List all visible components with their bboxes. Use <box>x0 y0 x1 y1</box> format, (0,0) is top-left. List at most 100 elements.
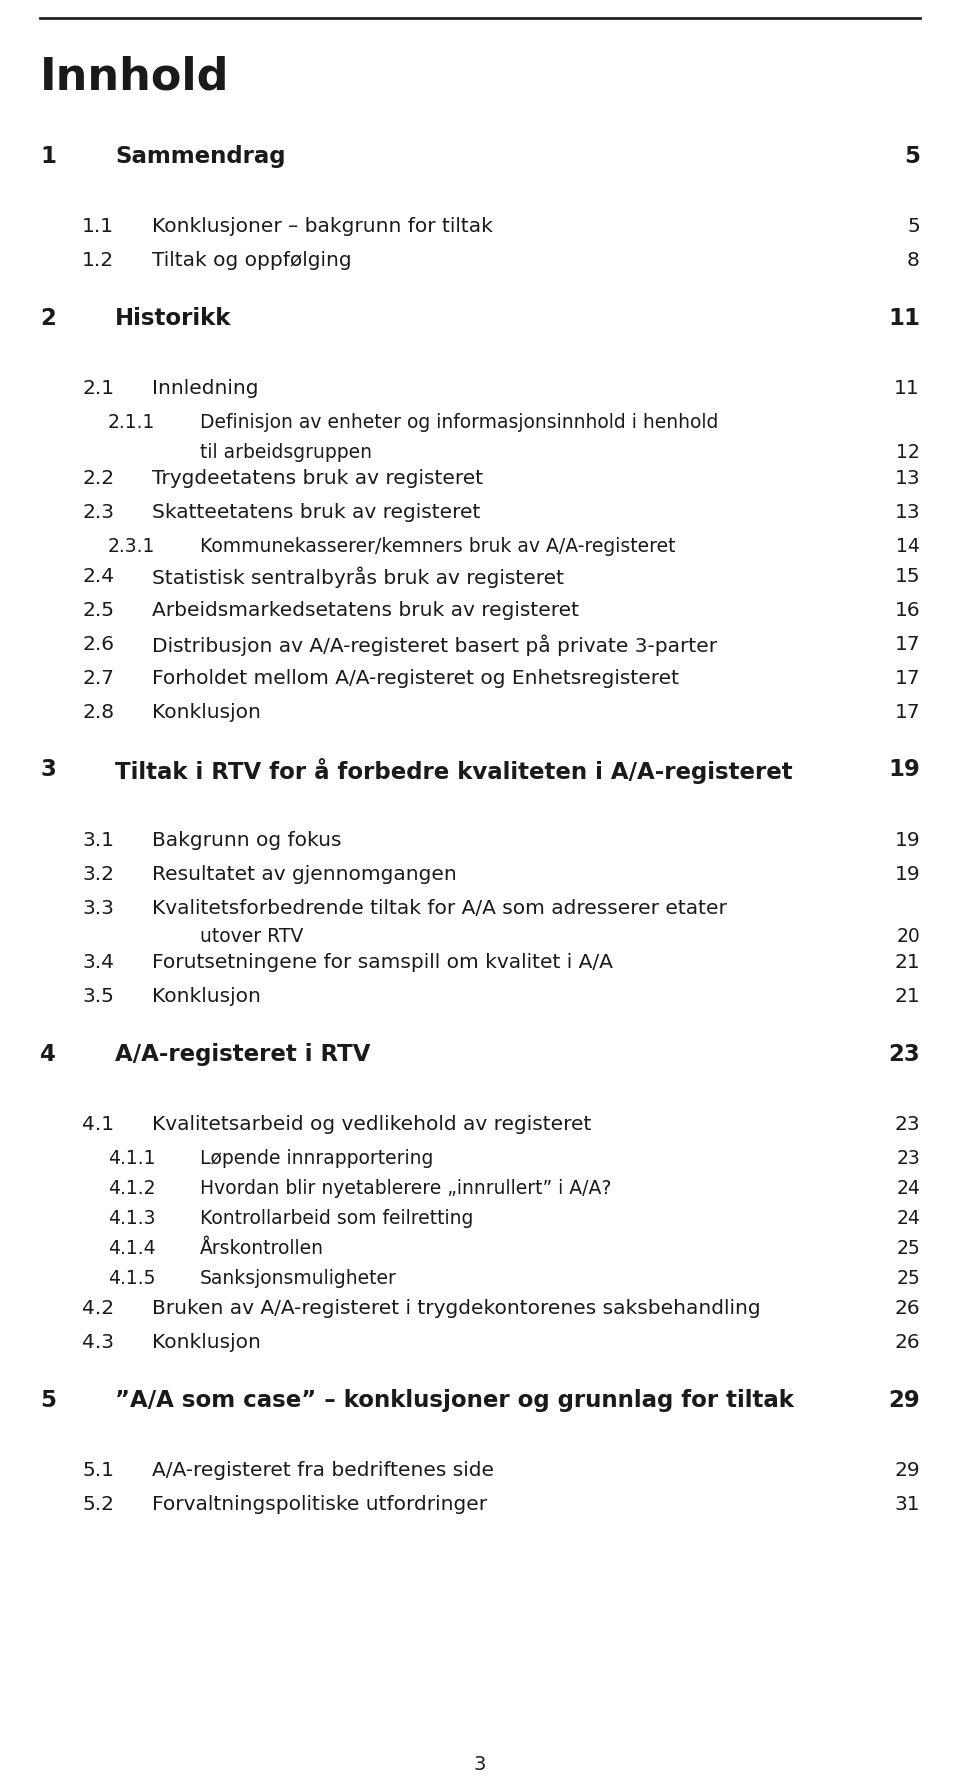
Text: Konklusjon: Konklusjon <box>152 987 261 1007</box>
Text: 2.3: 2.3 <box>82 502 114 522</box>
Text: Hvordan blir nyetablerere „innrullert” i A/A?: Hvordan blir nyetablerere „innrullert” i… <box>200 1178 612 1198</box>
Text: 23: 23 <box>897 1150 920 1168</box>
Text: 25: 25 <box>897 1239 920 1259</box>
Text: 4.3: 4.3 <box>82 1332 114 1352</box>
Text: 19: 19 <box>895 865 920 883</box>
Text: 5: 5 <box>907 216 920 236</box>
Text: Årskontrollen: Årskontrollen <box>200 1239 324 1259</box>
Text: Konklusjon: Konklusjon <box>152 703 261 722</box>
Text: 1: 1 <box>40 145 56 168</box>
Text: utover RTV: utover RTV <box>200 928 303 946</box>
Text: 5.1: 5.1 <box>82 1461 114 1480</box>
Text: 3.5: 3.5 <box>82 987 114 1007</box>
Text: 31: 31 <box>895 1495 920 1514</box>
Text: 3: 3 <box>40 758 56 781</box>
Text: Løpende innrapportering: Løpende innrapportering <box>200 1150 433 1168</box>
Text: 19: 19 <box>888 758 920 781</box>
Text: ”A/A som case” – konklusjoner og grunnlag for tiltak: ”A/A som case” – konklusjoner og grunnla… <box>115 1389 794 1413</box>
Text: Statistisk sentralbyrås bruk av registeret: Statistisk sentralbyrås bruk av register… <box>152 567 564 588</box>
Text: 4.1.5: 4.1.5 <box>108 1269 156 1287</box>
Text: 1.2: 1.2 <box>82 250 114 270</box>
Text: 5: 5 <box>40 1389 56 1413</box>
Text: A/A-registeret i RTV: A/A-registeret i RTV <box>115 1042 371 1066</box>
Text: 15: 15 <box>895 567 920 585</box>
Text: Resultatet av gjennomgangen: Resultatet av gjennomgangen <box>152 865 457 883</box>
Text: Sammendrag: Sammendrag <box>115 145 285 168</box>
Text: Kommunekasserer/kemners bruk av A/A-registeret: Kommunekasserer/kemners bruk av A/A-regi… <box>200 536 676 556</box>
Text: 2.1.1: 2.1.1 <box>108 413 156 433</box>
Text: 4.1.4: 4.1.4 <box>108 1239 156 1259</box>
Text: 4.1.3: 4.1.3 <box>108 1209 156 1228</box>
Text: Bakgrunn og fokus: Bakgrunn og fokus <box>152 830 342 849</box>
Text: 20: 20 <box>897 928 920 946</box>
Text: Konklusjoner – bakgrunn for tiltak: Konklusjoner – bakgrunn for tiltak <box>152 216 492 236</box>
Text: Bruken av A/A-registeret i trygdekontorenes saksbehandling: Bruken av A/A-registeret i trygdekontore… <box>152 1298 760 1318</box>
Text: 21: 21 <box>895 953 920 973</box>
Text: Kontrollarbeid som feilretting: Kontrollarbeid som feilretting <box>200 1209 473 1228</box>
Text: 29: 29 <box>895 1461 920 1480</box>
Text: 3: 3 <box>474 1756 486 1774</box>
Text: 21: 21 <box>895 987 920 1007</box>
Text: Forholdet mellom A/A-registeret og Enhetsregisteret: Forholdet mellom A/A-registeret og Enhet… <box>152 669 679 688</box>
Text: Definisjon av enheter og informasjonsinnhold i henhold: Definisjon av enheter og informasjonsinn… <box>200 413 718 433</box>
Text: Kvalitetsarbeid og vedlikehold av registeret: Kvalitetsarbeid og vedlikehold av regist… <box>152 1116 591 1134</box>
Text: Trygdeetatens bruk av registeret: Trygdeetatens bruk av registeret <box>152 468 483 488</box>
Text: 26: 26 <box>895 1298 920 1318</box>
Text: 2.1: 2.1 <box>82 379 114 399</box>
Text: 3.1: 3.1 <box>82 830 114 849</box>
Text: 24: 24 <box>896 1209 920 1228</box>
Text: 4.1.1: 4.1.1 <box>108 1150 156 1168</box>
Text: Historikk: Historikk <box>115 308 231 331</box>
Text: A/A-registeret fra bedriftenes side: A/A-registeret fra bedriftenes side <box>152 1461 494 1480</box>
Text: 1.1: 1.1 <box>82 216 114 236</box>
Text: 4: 4 <box>40 1042 56 1066</box>
Text: 16: 16 <box>895 601 920 619</box>
Text: 13: 13 <box>895 502 920 522</box>
Text: 13: 13 <box>895 468 920 488</box>
Text: 2: 2 <box>40 308 56 331</box>
Text: 12: 12 <box>897 443 920 461</box>
Text: 2.4: 2.4 <box>82 567 114 585</box>
Text: Skatteetatens bruk av registeret: Skatteetatens bruk av registeret <box>152 502 480 522</box>
Text: 3.2: 3.2 <box>82 865 114 883</box>
Text: Arbeidsmarkedsetatens bruk av registeret: Arbeidsmarkedsetatens bruk av registeret <box>152 601 579 619</box>
Text: til arbeidsgruppen: til arbeidsgruppen <box>200 443 372 461</box>
Text: 4.1: 4.1 <box>82 1116 114 1134</box>
Text: 4.2: 4.2 <box>82 1298 114 1318</box>
Text: 2.7: 2.7 <box>82 669 114 688</box>
Text: 25: 25 <box>897 1269 920 1287</box>
Text: 19: 19 <box>895 830 920 849</box>
Text: 5: 5 <box>904 145 920 168</box>
Text: 2.3.1: 2.3.1 <box>108 536 156 556</box>
Text: Forvaltningspolitiske utfordringer: Forvaltningspolitiske utfordringer <box>152 1495 487 1514</box>
Text: 26: 26 <box>895 1332 920 1352</box>
Text: Distribusjon av A/A-registeret basert på private 3-parter: Distribusjon av A/A-registeret basert på… <box>152 635 717 656</box>
Text: 5.2: 5.2 <box>82 1495 114 1514</box>
Text: 2.5: 2.5 <box>82 601 114 619</box>
Text: 23: 23 <box>888 1042 920 1066</box>
Text: Kvalitetsforbedrende tiltak for A/A som adresserer etater: Kvalitetsforbedrende tiltak for A/A som … <box>152 899 727 917</box>
Text: 17: 17 <box>895 669 920 688</box>
Text: 3.3: 3.3 <box>82 899 114 917</box>
Text: 29: 29 <box>888 1389 920 1413</box>
Text: Innledning: Innledning <box>152 379 258 399</box>
Text: 8: 8 <box>907 250 920 270</box>
Text: 23: 23 <box>895 1116 920 1134</box>
Text: 11: 11 <box>895 379 920 399</box>
Text: 24: 24 <box>896 1178 920 1198</box>
Text: 2.8: 2.8 <box>82 703 114 722</box>
Text: 4.1.2: 4.1.2 <box>108 1178 156 1198</box>
Text: Tiltak og oppfølging: Tiltak og oppfølging <box>152 250 351 270</box>
Text: Innhold: Innhold <box>40 55 229 98</box>
Text: 2.6: 2.6 <box>82 635 114 653</box>
Text: 11: 11 <box>888 308 920 331</box>
Text: 14: 14 <box>896 536 920 556</box>
Text: Forutsetningene for samspill om kvalitet i A/A: Forutsetningene for samspill om kvalitet… <box>152 953 612 973</box>
Text: Tiltak i RTV for å forbedre kvaliteten i A/A-registeret: Tiltak i RTV for å forbedre kvaliteten i… <box>115 758 793 785</box>
Text: 17: 17 <box>895 703 920 722</box>
Text: 2.2: 2.2 <box>82 468 114 488</box>
Text: 3.4: 3.4 <box>82 953 114 973</box>
Text: Sanksjonsmuligheter: Sanksjonsmuligheter <box>200 1269 396 1287</box>
Text: 17: 17 <box>895 635 920 653</box>
Text: Konklusjon: Konklusjon <box>152 1332 261 1352</box>
